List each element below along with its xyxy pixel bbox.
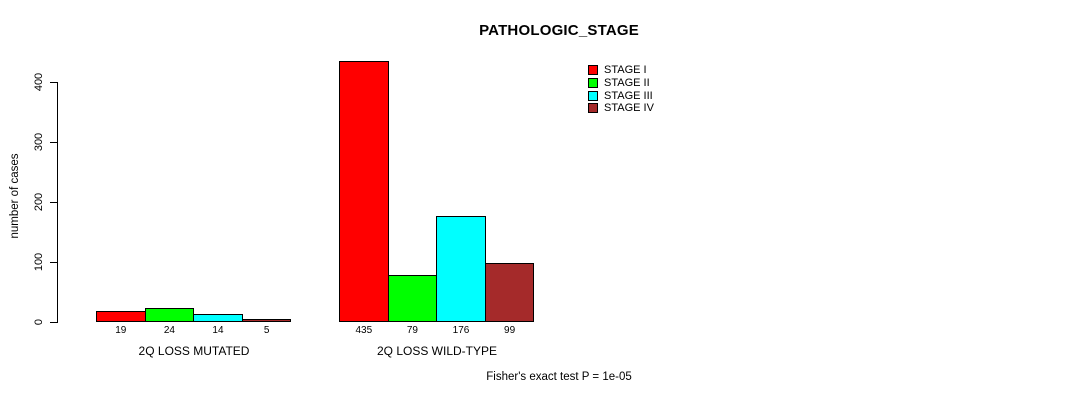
y-axis-title: number of cases (9, 153, 21, 239)
y-tick-label-200: 200 (33, 192, 45, 212)
bar-value-label-stage-iv-2q-loss-mutated: 5 (263, 325, 270, 336)
y-tick-mark-100 (50, 262, 58, 263)
legend-swatch-stage-iii (588, 90, 598, 101)
y-tick-label-100: 100 (33, 252, 45, 272)
y-tick-mark-0 (50, 322, 58, 323)
bar-value-label-stage-ii-2q-loss-wild-type: 79 (406, 325, 418, 336)
legend-swatch-stage-i (588, 65, 598, 76)
bar-stage-i-2q-loss-mutated (96, 311, 146, 322)
bar-stage-ii-2q-loss-wild-type (387, 275, 438, 322)
y-tick-label-0: 0 (33, 318, 45, 326)
y-tick-label-400: 400 (33, 72, 45, 92)
bar-value-label-stage-iv-2q-loss-wild-type: 99 (504, 325, 516, 336)
bar-value-label-stage-i-2q-loss-mutated: 19 (115, 325, 127, 336)
bar-value-label-stage-iii-2q-loss-wild-type: 176 (452, 325, 470, 336)
y-tick-mark-400 (50, 82, 58, 83)
legend-swatch-stage-iv (588, 103, 598, 114)
legend-label-stage-ii: STAGE II (604, 77, 650, 90)
legend-label-stage-iv: STAGE IV (604, 102, 654, 115)
legend-item-stage-i: STAGE I (588, 64, 654, 77)
bar-value-label-stage-i-2q-loss-wild-type: 435 (355, 325, 373, 336)
bar-stage-iii-2q-loss-wild-type (436, 216, 486, 322)
legend-label-stage-iii: STAGE III (604, 89, 653, 102)
legend-swatch-stage-ii (588, 78, 598, 89)
x-category-label-mutated: 2Q LOSS MUTATED (138, 344, 250, 358)
bar-stage-ii-2q-loss-mutated (144, 308, 195, 322)
y-tick-mark-200 (50, 202, 58, 203)
bar-value-label-stage-iii-2q-loss-mutated: 14 (212, 325, 224, 336)
chart-title: PATHOLOGIC_STAGE (479, 22, 639, 39)
footnote-pvalue: Fisher's exact test P = 1e-05 (486, 371, 632, 383)
y-tick-mark-300 (50, 142, 58, 143)
legend-item-stage-iii: STAGE III (588, 89, 654, 102)
legend-label-stage-i: STAGE I (604, 64, 647, 77)
x-category-label-wild-type: 2Q LOSS WILD-TYPE (376, 344, 498, 358)
legend-item-stage-iv: STAGE IV (588, 102, 654, 115)
bar-value-label-stage-ii-2q-loss-mutated: 24 (163, 325, 175, 336)
bar-stage-iv-2q-loss-mutated (241, 319, 292, 322)
bar-stage-iv-2q-loss-wild-type (484, 263, 535, 322)
legend: STAGE I STAGE II STAGE III STAGE IV (588, 64, 654, 115)
bar-stage-iii-2q-loss-mutated (193, 314, 243, 322)
legend-item-stage-ii: STAGE II (588, 77, 654, 90)
y-tick-label-300: 300 (33, 132, 45, 152)
bar-stage-i-2q-loss-wild-type (339, 61, 389, 322)
